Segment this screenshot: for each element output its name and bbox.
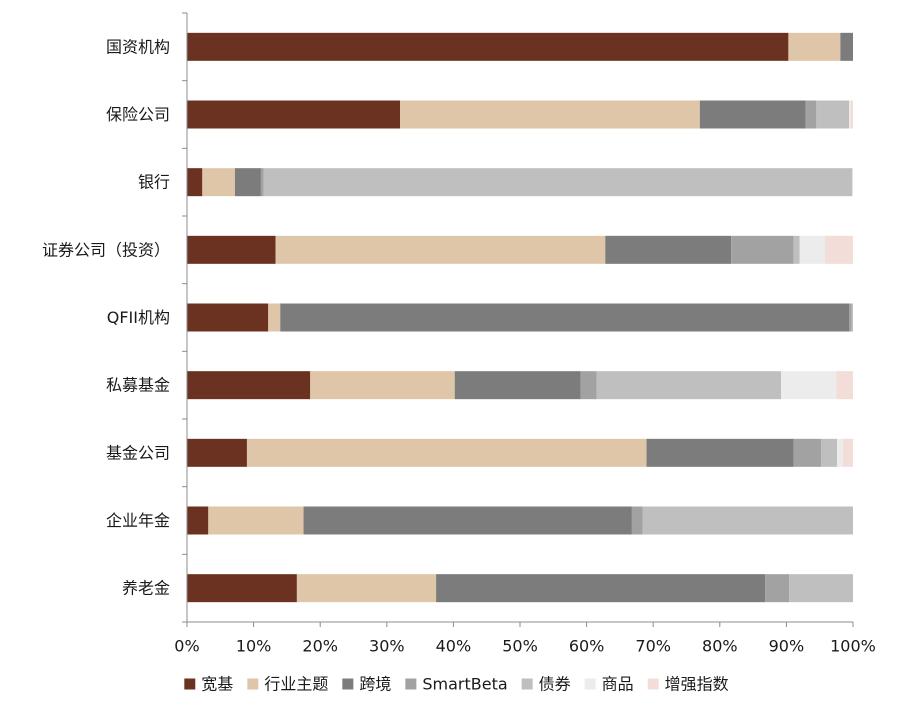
legend-item: 商品 xyxy=(584,675,634,694)
legend-swatch xyxy=(184,678,196,690)
bar-segment-2-3 xyxy=(699,100,806,129)
legend-item: 宽基 xyxy=(184,675,233,694)
legend-label: 增强指数 xyxy=(665,675,729,694)
category-label: 私募基金 xyxy=(106,376,170,395)
legend-item: 债券 xyxy=(521,675,571,694)
bar-segment-6-7 xyxy=(836,371,853,400)
axes-layer xyxy=(182,12,854,627)
bar-segment-8-3 xyxy=(303,506,632,535)
bar-segment-4-2 xyxy=(275,235,606,264)
bar-segment-9-3 xyxy=(436,574,766,603)
legend-swatch xyxy=(647,678,659,690)
bar-segment-4-1 xyxy=(187,235,276,264)
bar-segment-4-4 xyxy=(731,235,794,264)
x-tick-label: 100% xyxy=(830,637,876,656)
bar-segment-7-1 xyxy=(187,438,247,467)
bar-segment-3-4 xyxy=(260,168,264,197)
bar-segment-5-5 xyxy=(851,303,853,332)
bar-segment-8-2 xyxy=(208,506,304,535)
bar-segment-2-4 xyxy=(805,100,817,129)
bar-segment-6-4 xyxy=(580,371,597,400)
bar-segment-8-4 xyxy=(631,506,643,535)
bar-segment-9-2 xyxy=(296,574,437,603)
legend-item: SmartBeta xyxy=(405,675,508,694)
bar-segment-4-5 xyxy=(793,235,800,264)
bar-segment-7-6 xyxy=(837,438,844,467)
legend-label: 行业主题 xyxy=(264,675,328,694)
legend-label: 债券 xyxy=(539,675,571,694)
category-label: 养老金 xyxy=(122,579,170,598)
legend-swatch xyxy=(342,678,354,690)
x-tick-label: 30% xyxy=(369,637,405,656)
bar-segment-6-6 xyxy=(781,371,837,400)
category-label: QFII机构 xyxy=(107,308,170,327)
bar-segment-6-1 xyxy=(187,371,311,400)
bar-segment-5-4 xyxy=(849,303,852,332)
bar-segment-2-5 xyxy=(816,100,849,129)
x-tick-label: 60% xyxy=(569,637,605,656)
x-tick-label: 20% xyxy=(302,637,338,656)
bar-segment-5-1 xyxy=(187,303,269,332)
bar-segment-2-7 xyxy=(850,100,853,129)
bar-segment-6-2 xyxy=(310,371,455,400)
legend-label: 宽基 xyxy=(201,675,233,694)
legend: 宽基 行业主题 跨境 SmartBeta 债券 商品 增强指数 xyxy=(184,675,729,694)
legend-swatch xyxy=(584,678,596,690)
legend-swatch xyxy=(247,678,259,690)
bar-segment-3-2 xyxy=(202,168,235,197)
x-tick-label: 40% xyxy=(436,637,472,656)
x-tick-label: 50% xyxy=(502,637,538,656)
bar-segment-1-1 xyxy=(187,32,789,61)
bar-segment-8-1 xyxy=(187,506,209,535)
bar-segment-9-1 xyxy=(187,574,297,603)
bar-segment-3-6 xyxy=(852,168,853,197)
category-label: 国资机构 xyxy=(106,37,170,56)
bar-segment-5-3 xyxy=(280,303,849,332)
bar-segment-6-3 xyxy=(454,371,581,400)
legend-item: 行业主题 xyxy=(247,675,328,694)
bar-segment-5-2 xyxy=(268,303,281,332)
bar-segment-9-5 xyxy=(789,574,853,603)
category-label: 银行 xyxy=(138,173,170,192)
bar-segment-6-5 xyxy=(596,371,782,400)
category-label: 证券公司（投资） xyxy=(42,240,170,259)
x-tick-label: 10% xyxy=(236,637,272,656)
legend-item: 跨境 xyxy=(342,675,391,694)
legend-label: 商品 xyxy=(602,675,634,694)
bar-segment-3-3 xyxy=(234,168,261,197)
legend-label: SmartBeta xyxy=(422,675,507,694)
bars-layer xyxy=(187,32,853,603)
bar-segment-4-7 xyxy=(825,235,853,264)
bar-segment-1-3 xyxy=(840,32,853,61)
category-label: 企业年金 xyxy=(106,511,170,530)
legend-swatch xyxy=(405,678,417,690)
bar-segment-7-5 xyxy=(821,438,838,467)
bar-segment-1-2 xyxy=(788,32,841,61)
legend-label: 跨境 xyxy=(359,675,391,694)
bar-segment-4-3 xyxy=(605,235,732,264)
legend-item: 增强指数 xyxy=(647,675,729,694)
x-tick-label: 0% xyxy=(174,637,199,656)
bar-segment-7-3 xyxy=(646,438,794,467)
bar-segment-8-5 xyxy=(642,506,853,535)
x-tick-label: 80% xyxy=(702,637,738,656)
bar-segment-4-6 xyxy=(799,235,826,264)
bar-segment-7-7 xyxy=(843,438,853,467)
x-tick-label: 90% xyxy=(769,637,805,656)
bar-segment-9-4 xyxy=(765,574,790,603)
bar-segment-2-6 xyxy=(849,100,851,129)
x-tick-label: 70% xyxy=(635,637,671,656)
bar-segment-7-4 xyxy=(793,438,822,467)
category-label: 保险公司 xyxy=(106,105,170,124)
bar-segment-3-1 xyxy=(187,168,203,197)
category-label: 基金公司 xyxy=(106,443,170,462)
bar-segment-3-5 xyxy=(263,168,853,197)
bar-segment-2-2 xyxy=(400,100,700,129)
bar-segment-7-2 xyxy=(246,438,647,467)
bar-segment-2-1 xyxy=(187,100,401,129)
legend-swatch xyxy=(521,678,533,690)
